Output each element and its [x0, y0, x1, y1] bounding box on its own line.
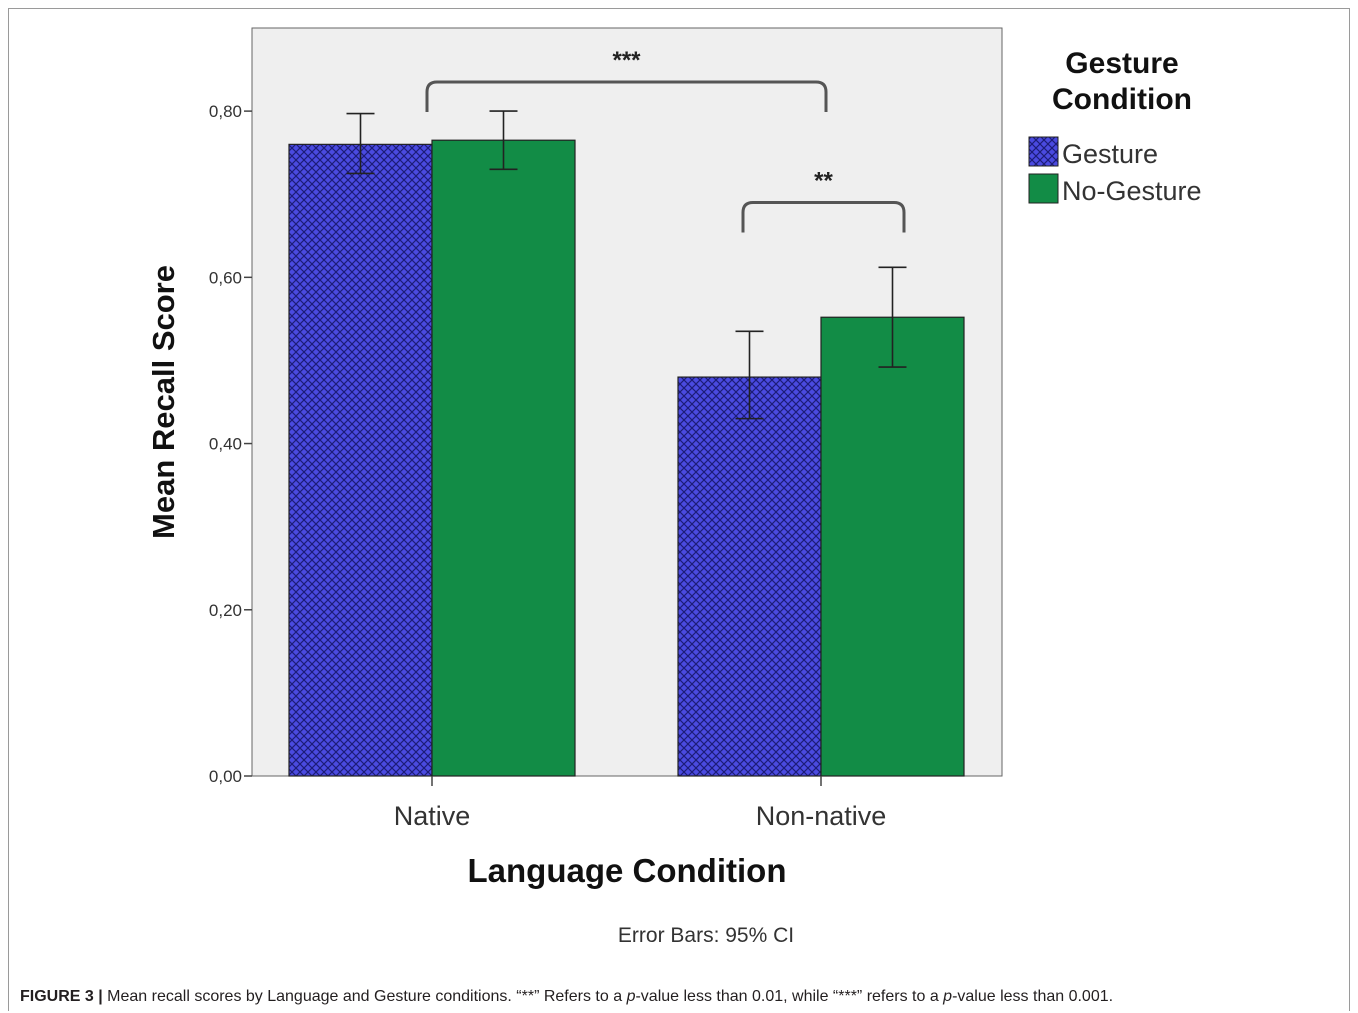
figure-frame: [8, 8, 1350, 1011]
significance-bracket-gesture: [741, 201, 906, 233]
bar-chart: 0,000,200,400,600,80 ***** Native Non-nat…: [146, 27, 1202, 947]
legend-swatch-gesture: [1028, 136, 1059, 167]
y-axis-label: Mean Recall Score: [146, 265, 181, 539]
y-tick-label: 0,80: [209, 102, 242, 121]
y-tick-label: 0,40: [209, 435, 242, 454]
x-tick-label: Non-native: [756, 801, 887, 831]
bar-native-gesture: [288, 143, 433, 777]
bar-native-no-gesture: [431, 139, 576, 777]
legend-title-line: Condition: [1052, 83, 1192, 116]
legend-label-no-gesture: No-Gesture: [1062, 176, 1202, 206]
y-tick-label: 0,20: [209, 601, 242, 620]
bar-non-native-gesture: [677, 376, 822, 777]
caption-text-1: Mean recall scores by Language and Gestu…: [102, 988, 627, 1005]
significance-bracket-language: [425, 80, 828, 113]
y-tick-label: 0,00: [209, 767, 242, 786]
error-bars-note: Error Bars: 95% CI: [618, 924, 794, 947]
caption-p-symbol-2: p: [943, 988, 953, 1005]
legend-title-line: Gesture: [1065, 47, 1178, 80]
legend-label-gesture: Gesture: [1062, 139, 1158, 169]
legend-swatch-no-gesture: [1028, 173, 1059, 204]
figure-caption: FIGURE 3 | Mean recall scores by Languag…: [20, 988, 1113, 1006]
y-tick-label: 0,60: [209, 268, 242, 287]
caption-label: FIGURE 3 |: [20, 988, 103, 1005]
significance-bracket-gesture-label: **: [814, 168, 833, 195]
caption-text-2: -value less than 0.01, while “***” refer…: [635, 988, 944, 1005]
x-tick-label: Native: [394, 801, 471, 831]
caption-text-3: -value less than 0.001.: [952, 988, 1114, 1005]
caption-p-symbol-1: p: [626, 988, 636, 1005]
bar-non-native-no-gesture: [820, 316, 965, 777]
x-axis-label: Language Condition: [468, 852, 787, 889]
significance-bracket-language-label: ***: [612, 47, 641, 74]
